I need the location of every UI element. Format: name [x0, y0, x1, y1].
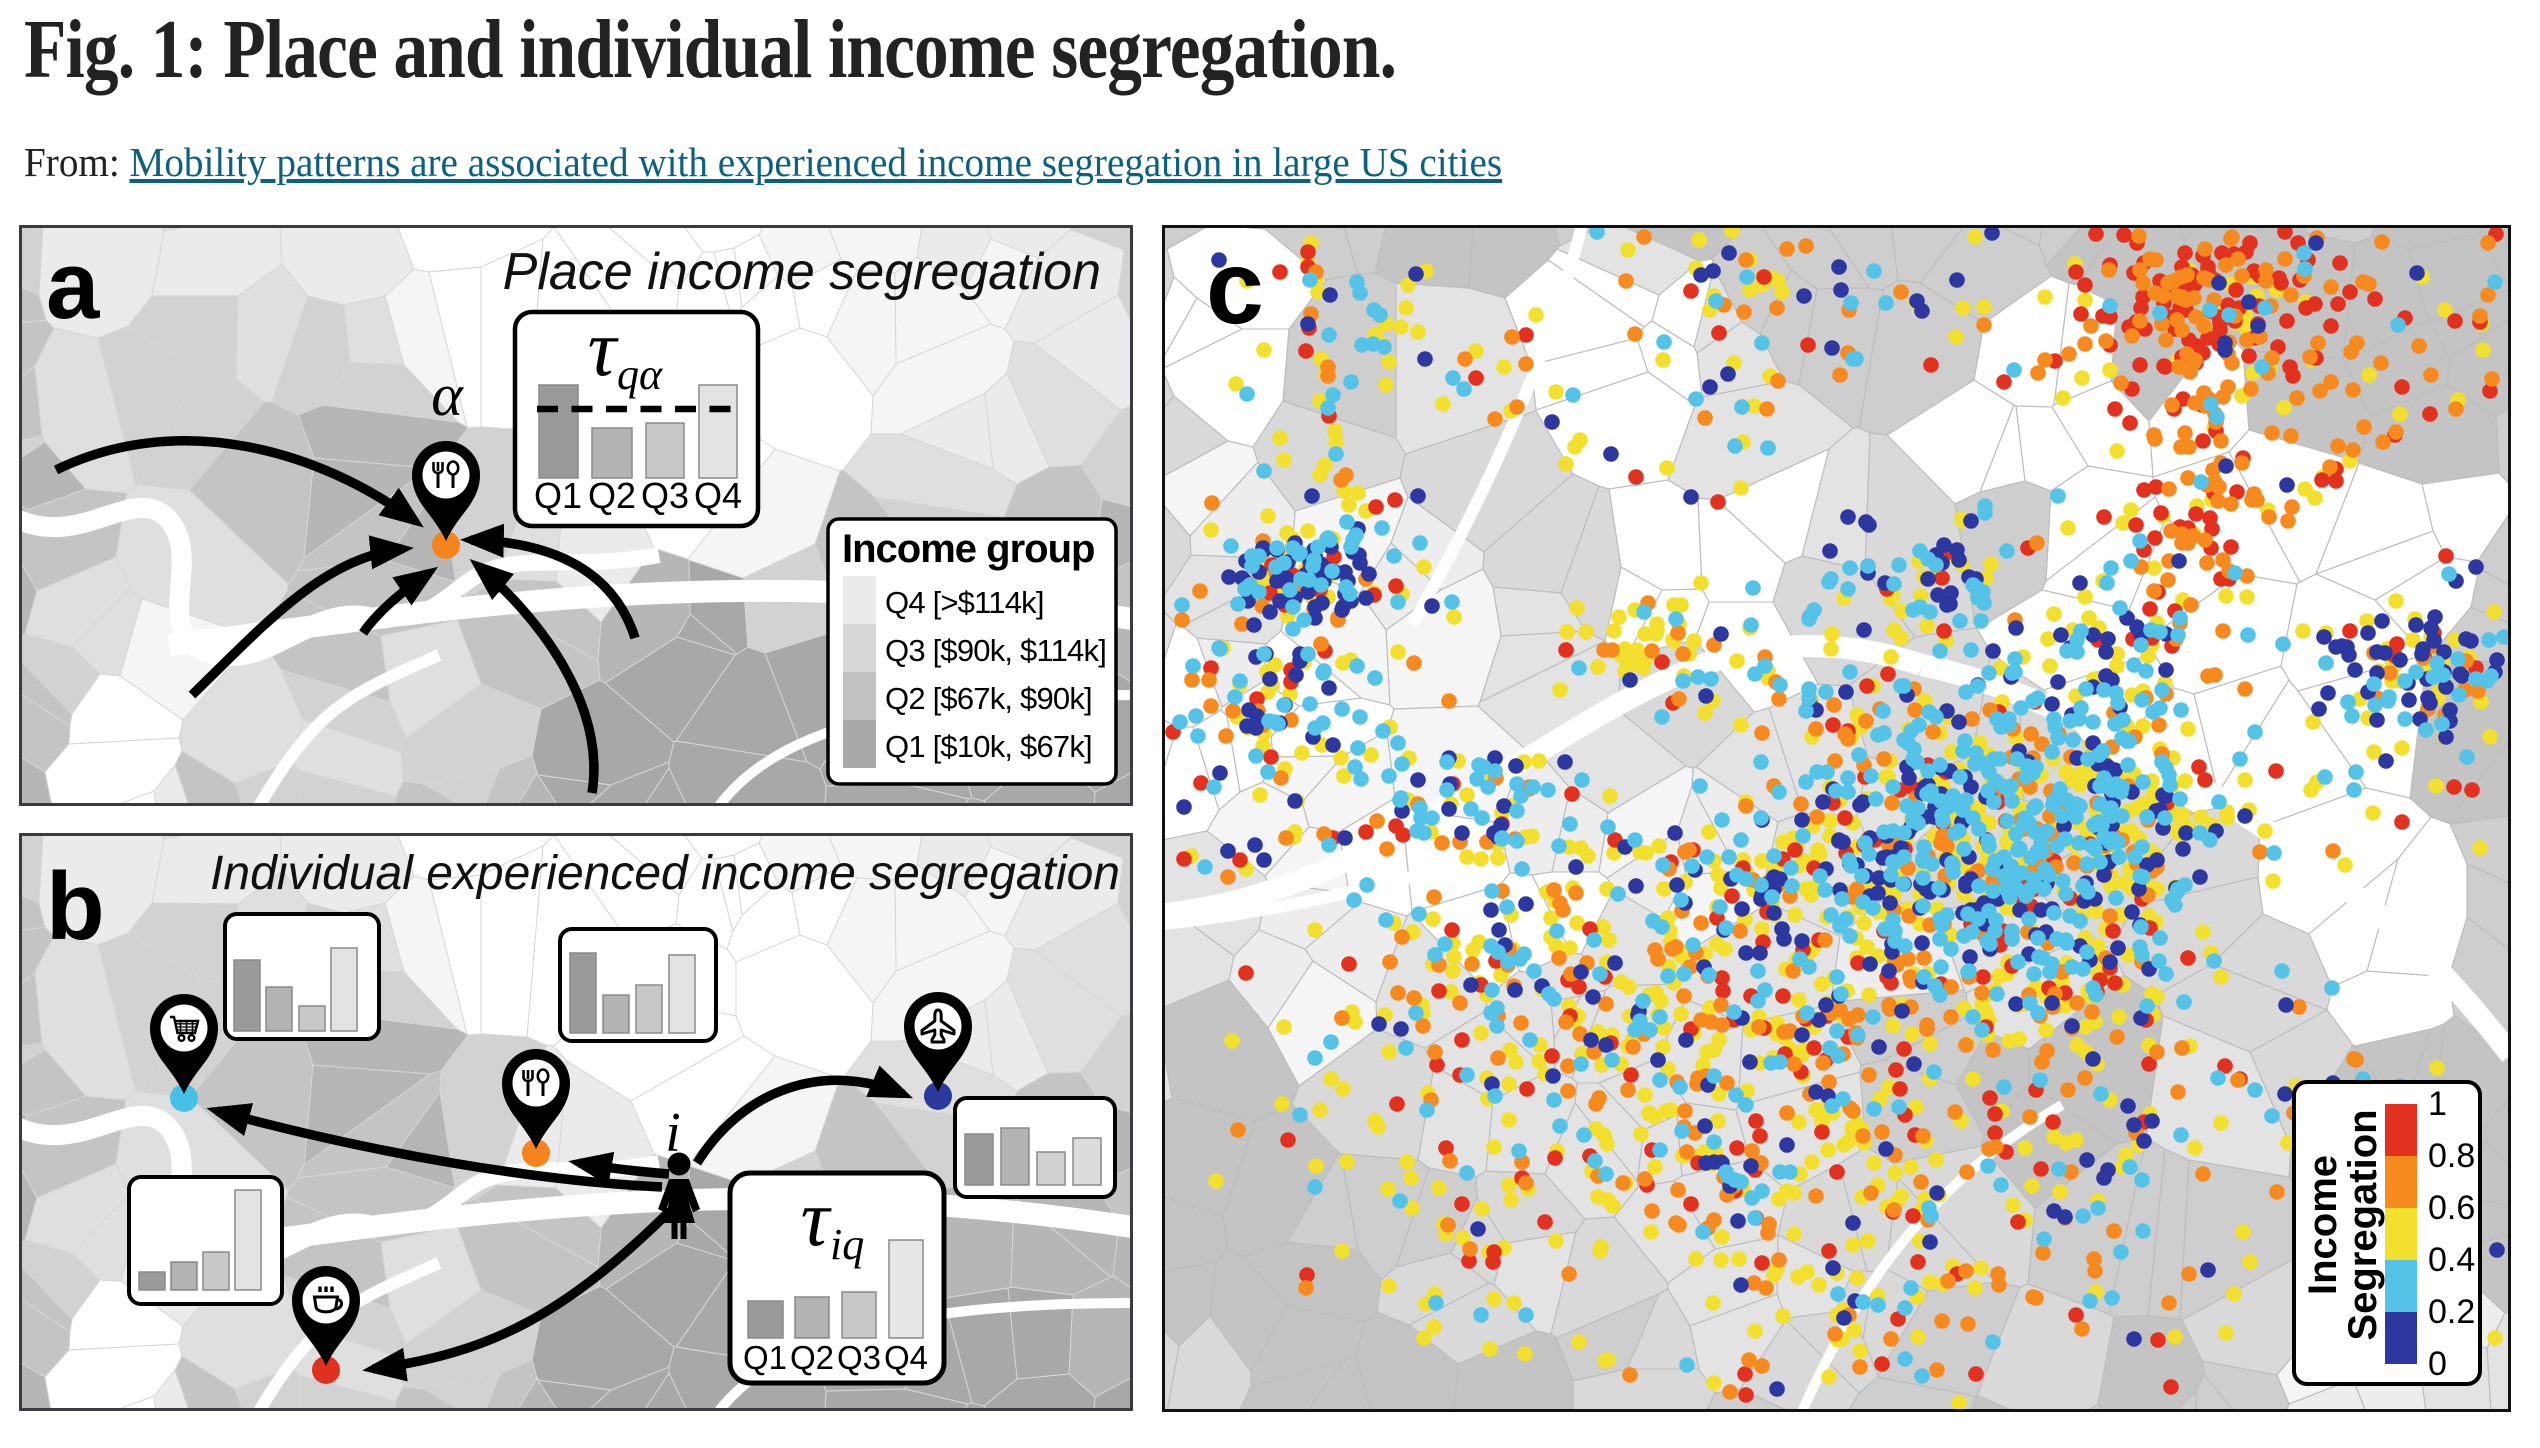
svg-text:Q2 [$67k, $90k]: Q2 [$67k, $90k] [885, 681, 1092, 716]
svg-text:α: α [431, 362, 464, 428]
svg-text:τ: τ [588, 305, 620, 393]
svg-text:Place income segregation: Place income segregation [503, 243, 1101, 301]
svg-text:Q1: Q1 [743, 1339, 787, 1376]
svg-text:0.6: 0.6 [2428, 1189, 2475, 1227]
svg-text:Segregation: Segregation [2341, 1109, 2385, 1340]
svg-text:0.8: 0.8 [2428, 1137, 2475, 1175]
svg-text:c: c [1206, 230, 1264, 346]
svg-text:1: 1 [2428, 1085, 2447, 1123]
svg-text:Q3 [$90k, $114k]: Q3 [$90k, $114k] [885, 633, 1106, 668]
svg-text:Q4 [>$114k]: Q4 [>$114k] [885, 585, 1044, 620]
svg-text:qα: qα [617, 350, 663, 399]
svg-text:Q2: Q2 [588, 475, 636, 516]
svg-text:Q2: Q2 [790, 1339, 834, 1376]
svg-text:0: 0 [2428, 1345, 2447, 1383]
svg-text:0.2: 0.2 [2428, 1293, 2475, 1331]
svg-text:Q3: Q3 [837, 1339, 881, 1376]
svg-text:a: a [46, 232, 100, 339]
svg-text:Individual experienced income: Individual experienced income segregatio… [210, 847, 1120, 900]
svg-text:Income: Income [2301, 1155, 2345, 1295]
svg-text:0.4: 0.4 [2428, 1241, 2475, 1279]
svg-text:Q4: Q4 [884, 1339, 928, 1376]
svg-text:Q1: Q1 [534, 475, 582, 516]
svg-text:τ: τ [801, 1175, 833, 1263]
svg-text:iq: iq [830, 1220, 864, 1269]
svg-text:Q3: Q3 [641, 475, 689, 516]
svg-text:Income group: Income group [842, 527, 1094, 571]
svg-text:i: i [665, 1102, 681, 1164]
svg-text:Q1 [$10k, $67k]: Q1 [$10k, $67k] [885, 729, 1092, 764]
svg-text:b: b [46, 853, 105, 960]
svg-text:Q4: Q4 [694, 475, 742, 516]
